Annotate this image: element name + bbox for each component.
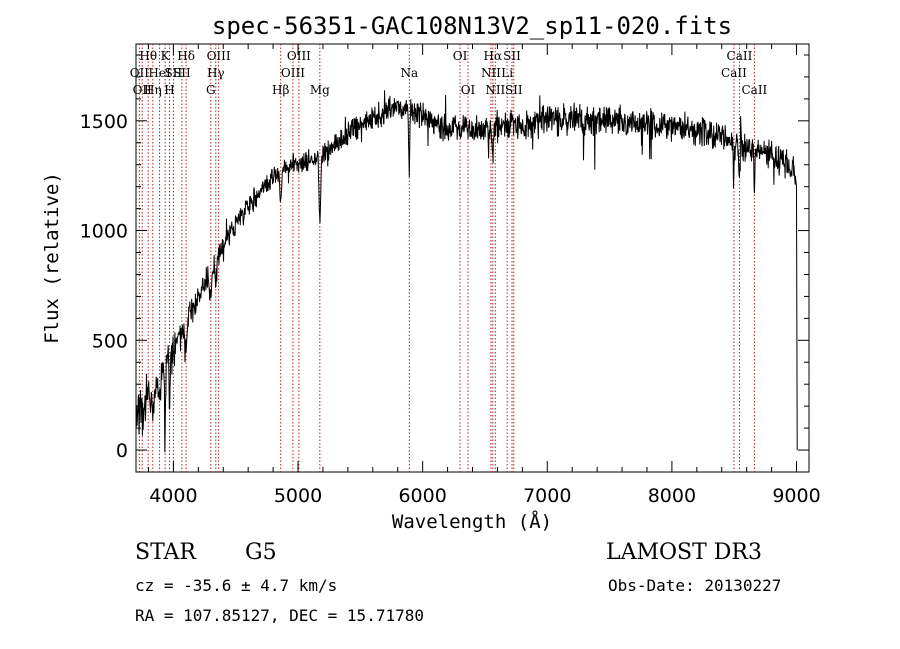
- y-tick-label: 1000: [80, 221, 128, 243]
- plot-frame: [135, 43, 810, 473]
- spectral-line-label: K: [161, 49, 171, 63]
- spectral-line-label: OIII: [287, 49, 311, 63]
- spectral-line-label: NII: [485, 83, 505, 97]
- spectral-line-label: NII: [481, 66, 501, 80]
- spectral-line-label: Li: [501, 66, 513, 80]
- line-marker-labels: OIIOIIHθHηHeIKHSIISIIHδGHγOIIIHβOIIIOIII…: [130, 49, 768, 97]
- spectral-line-label: OI: [461, 83, 476, 97]
- coordinates: RA = 107.85127, DEC = 15.71780: [135, 606, 424, 625]
- spectral-line-label: G: [206, 83, 216, 97]
- chart-title: spec-56351-GAC108N13V2_sp11-020.fits: [212, 12, 732, 40]
- spectral-line-label: OII: [130, 66, 150, 80]
- spectral-line-label: Na: [400, 66, 418, 80]
- observation-date: Obs-Date: 20130227: [608, 576, 782, 595]
- spectral-line-label: Hθ: [139, 49, 157, 63]
- spectral-line-label: CaII: [721, 66, 747, 80]
- axis-tick-labels: 4000 5000 6000 7000 8000 9000 0 500 1000 1500: [80, 111, 821, 507]
- spectral-line-label: CaII: [741, 83, 767, 97]
- spectral-line-label: SII: [173, 66, 191, 80]
- y-tick-label: 1500: [80, 111, 128, 133]
- spectral-line-label: OII: [133, 83, 153, 97]
- x-tick-label: 4000: [149, 485, 197, 507]
- line-markers: [138, 44, 755, 472]
- spectral-line-label: SII: [165, 66, 183, 80]
- spectral-line-label: Mg: [310, 83, 330, 97]
- axis-ticks: [136, 44, 809, 473]
- spectral-line-label: H: [164, 83, 174, 97]
- redshift-velocity: cz = -35.6 ± 4.7 km/s: [135, 576, 338, 595]
- spectral-line-label: OIII: [281, 66, 305, 80]
- y-tick-label: 0: [116, 440, 128, 462]
- spectral-line-label: HeI: [148, 66, 171, 80]
- spectral-line-label: SII: [505, 83, 523, 97]
- x-axis-label: Wavelength (Å): [392, 510, 552, 533]
- spectral-line-label: OI: [453, 49, 468, 63]
- spectral-line-label: Hδ: [177, 49, 195, 63]
- spectrum-line: [135, 90, 798, 453]
- spectral-line-label: CaII: [727, 49, 753, 63]
- x-tick-label: 8000: [648, 485, 696, 507]
- spectral-line-label: OIII: [207, 49, 231, 63]
- survey-name: LAMOST DR3: [606, 540, 762, 565]
- spectral-line-label: Hβ: [272, 83, 289, 97]
- x-tick-label: 6000: [398, 485, 446, 507]
- object-class: STAR: [135, 540, 196, 565]
- y-axis-label: Flux (relative): [41, 172, 63, 344]
- x-tick-label: 9000: [772, 485, 820, 507]
- spectral-line-label: Hγ: [207, 66, 225, 80]
- spectral-line-label: Hα: [484, 49, 503, 63]
- spectral-line-label: SII: [503, 49, 521, 63]
- spectral-line-label: Hη: [144, 83, 162, 97]
- y-tick-label: 500: [92, 330, 128, 352]
- x-tick-label: 7000: [523, 485, 571, 507]
- x-tick-label: 5000: [274, 485, 322, 507]
- object-subclass: G5: [245, 540, 277, 565]
